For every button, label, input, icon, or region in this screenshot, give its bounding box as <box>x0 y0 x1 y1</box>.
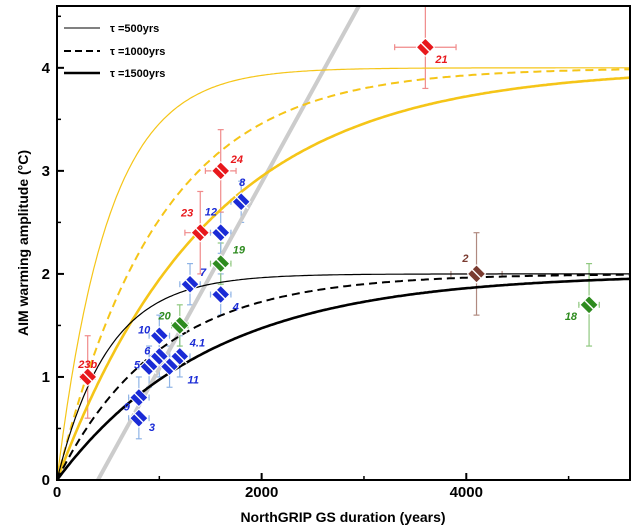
point-label: 7 <box>200 267 207 279</box>
point-label: 19 <box>233 245 246 257</box>
x-tick-label: 4000 <box>450 484 483 501</box>
curve-a2-tau-500 <box>56 273 630 481</box>
point-label: 6 <box>144 345 151 357</box>
point-label: 20 <box>158 310 172 322</box>
point-highlight <box>162 359 178 375</box>
point-highlight <box>469 266 485 282</box>
point-label: 21 <box>434 54 447 66</box>
point-highlight <box>151 328 167 344</box>
point-highlight <box>172 348 188 364</box>
point-highlight <box>213 256 229 272</box>
y-axis-title: AIM warming amplitude (°C) <box>15 150 31 336</box>
y-tick-label: 4 <box>42 60 51 77</box>
point-highlight <box>213 163 229 179</box>
point-highlight <box>80 369 96 385</box>
point-label: 11 <box>188 375 199 387</box>
plot-frame <box>56 5 631 481</box>
legend-label-tau-500: τ =500yrs <box>110 23 159 35</box>
point-highlight <box>213 225 229 241</box>
data-points <box>77 37 599 428</box>
curve-a2-tau-1500 <box>55 277 631 481</box>
x-axis-title: NorthGRIP GS duration (years) <box>240 509 445 525</box>
point-label: 3 <box>149 422 155 434</box>
curve-a4-tau-1500 <box>55 76 631 481</box>
point-label: 23b <box>77 359 97 371</box>
point-label: 18 <box>565 311 578 323</box>
point-highlight <box>131 390 147 406</box>
point-label: 2 <box>461 253 468 265</box>
point-label: 10 <box>138 325 151 337</box>
curve-a4-tau-500 <box>56 67 630 481</box>
point-highlight <box>141 359 157 375</box>
y-tick-label: 1 <box>42 369 50 386</box>
point-highlight <box>213 287 229 303</box>
y-tick-label: 2 <box>42 266 50 283</box>
curve-a4-tau-1000 <box>56 68 630 481</box>
point-highlight <box>417 39 433 55</box>
point-label: 8 <box>239 177 246 189</box>
point-highlight <box>172 317 188 333</box>
legend-label-tau-1500: τ =1500yrs <box>110 68 165 80</box>
point-label: 9 <box>124 402 131 414</box>
point-highlight <box>182 276 198 292</box>
point-highlight <box>192 225 208 241</box>
y-tick-label: 3 <box>42 163 50 180</box>
point-label: 5 <box>134 360 141 372</box>
legend-label-tau-1000: τ =1000yrs <box>110 46 165 58</box>
point-label: 4.1 <box>189 337 205 349</box>
point-highlight <box>581 297 597 313</box>
x-tick-label: 0 <box>53 484 61 501</box>
point-labels: 23b 3 9 56 10 11 4.1 20 7 4 19 12 8 23 24 21 2 18 <box>77 54 578 434</box>
point-label: 12 <box>205 207 217 219</box>
point-label: 4 <box>232 302 239 314</box>
point-label: 23 <box>180 208 193 220</box>
legend: τ =500yrs τ =1000yrs τ =1500yrs <box>64 23 165 80</box>
y-tick-label: 0 <box>42 472 50 489</box>
x-tick-label: 2000 <box>245 484 278 501</box>
point-label: 24 <box>230 154 243 166</box>
point-highlight <box>233 194 249 210</box>
point-highlight <box>131 410 147 426</box>
